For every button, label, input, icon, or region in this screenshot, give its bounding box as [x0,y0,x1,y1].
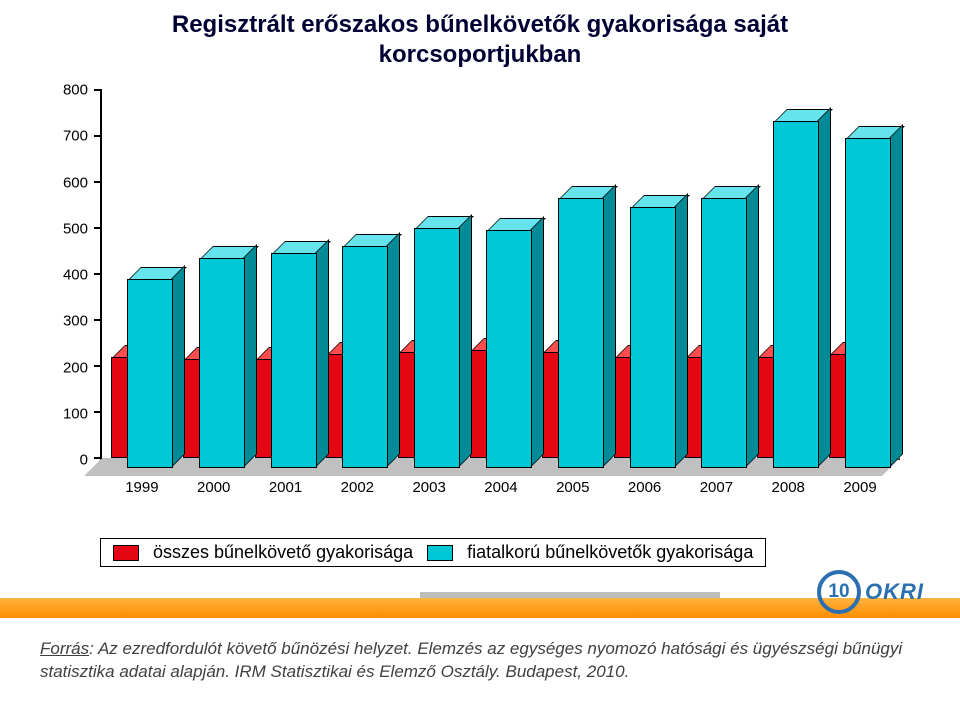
bar-group: 2000 [178,90,250,458]
y-tick [94,319,102,321]
source-label: Forrás [40,639,89,658]
y-tick [94,181,102,183]
legend-label: fiatalkorú bűnelkövetők gyakorisága [467,542,753,563]
bar-side [674,193,688,468]
bar-front [558,198,604,468]
y-tick-label: 800 [63,82,88,99]
bar-series-2 [845,140,891,468]
source-citation: Forrás: Az ezredfordulót követő bűnözési… [40,638,920,684]
bar-series-2 [127,281,173,468]
bar-group: 2005 [537,90,609,458]
y-tick [94,89,102,91]
category-label: 2003 [412,479,445,496]
bar-front [630,207,676,468]
plot-area: 1999200020012002200320042005200620072008… [100,90,900,460]
okri-logo: 10 OKRI [817,570,924,614]
bar-series-2 [271,255,317,468]
bar-group: 2004 [465,90,537,458]
bar-front [845,138,891,468]
y-tick-label: 0 [80,452,88,469]
bar-series-2 [199,260,245,468]
y-tick-label: 400 [63,267,88,284]
bar-side [171,265,185,468]
logo-inner-text: 10 [828,581,849,603]
bar-front [773,121,819,468]
bar-front [414,228,460,468]
bar-series-2 [486,232,532,468]
category-label: 2002 [341,479,374,496]
bar-group: 2009 [824,90,896,458]
category-label: 1999 [125,479,158,496]
bar-container: 1999200020012002200320042005200620072008… [102,90,900,458]
bar-series-2 [773,123,819,468]
y-tick-label: 600 [63,174,88,191]
legend-swatch [113,545,139,561]
bar-group: 2003 [393,90,465,458]
y-tick-label: 700 [63,128,88,145]
bar-series-2 [342,248,388,468]
y-tick-label: 100 [63,405,88,422]
chart-title: Regisztrált erőszakos bűnelkövetők gyako… [0,0,960,70]
bar-group: 2006 [609,90,681,458]
footer-accent-bar [0,598,960,618]
bar-group: 2001 [250,90,322,458]
category-label: 2005 [556,479,589,496]
legend-swatch [427,545,453,561]
bar-side [458,214,472,468]
category-label: 2008 [772,479,805,496]
chart-area: 0100200300400500600700800 19992000200120… [40,80,920,510]
bar-side [745,184,759,468]
bar-series-2 [414,230,460,468]
y-tick [94,273,102,275]
y-tick [94,227,102,229]
y-tick [94,135,102,137]
category-label: 2006 [628,479,661,496]
y-tick [94,457,102,459]
bar-group: 1999 [106,90,178,458]
y-tick [94,411,102,413]
y-axis-labels: 0100200300400500600700800 [40,90,94,460]
bar-side [315,239,329,468]
y-tick [94,365,102,367]
bar-side [602,184,616,468]
bar-side [530,216,544,468]
y-tick-label: 300 [63,313,88,330]
legend: összes bűnelkövető gyakorisága fiatalkorú… [100,538,766,567]
category-label: 2009 [843,479,876,496]
category-label: 2000 [197,479,230,496]
bar-front [486,230,532,468]
bar-group: 2007 [681,90,753,458]
y-tick-label: 500 [63,220,88,237]
bar-front [342,246,388,468]
logo-circle-icon: 10 [817,570,861,614]
category-label: 2004 [484,479,517,496]
logo-text: OKRI [865,579,924,605]
bar-front [199,258,245,468]
bar-front [271,253,317,468]
bar-side [386,232,400,468]
bar-group: 2002 [321,90,393,458]
bar-side [889,124,903,468]
source-text: : Az ezredfordulót követő bűnözési helyz… [40,639,902,681]
bar-group: 2008 [752,90,824,458]
bar-side [817,107,831,468]
y-tick-label: 200 [63,359,88,376]
bar-front [701,198,747,468]
title-line-1: Regisztrált erőszakos bűnelkövetők gyako… [172,11,788,38]
category-label: 2001 [269,479,302,496]
legend-label: összes bűnelkövető gyakorisága [153,542,413,563]
bar-side [243,244,257,468]
bar-front [127,279,173,468]
bar-series-2 [558,200,604,468]
bar-series-2 [630,209,676,468]
title-line-2: korcsoportjukban [379,41,582,68]
bar-series-2 [701,200,747,468]
category-label: 2007 [700,479,733,496]
